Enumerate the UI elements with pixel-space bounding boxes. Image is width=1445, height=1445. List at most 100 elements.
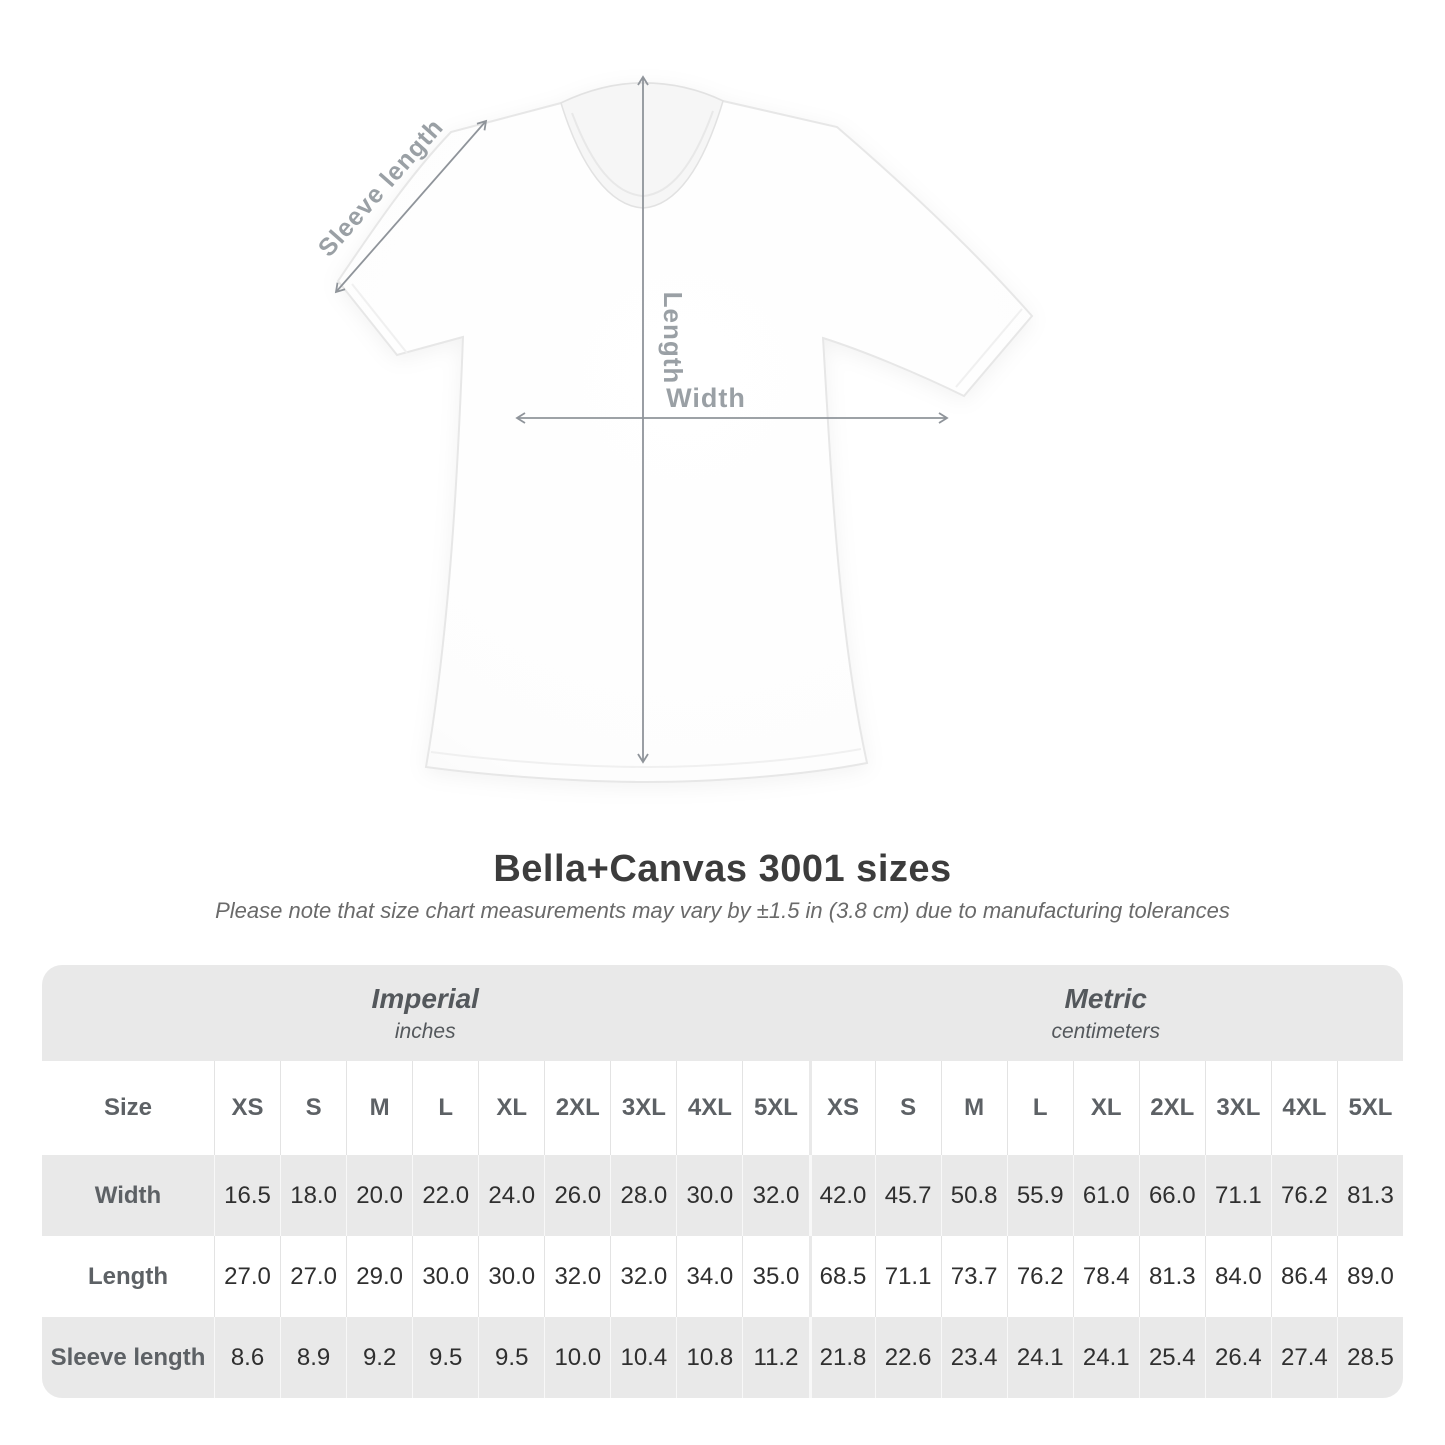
- size-header-cell-imperial: 5XL: [742, 1061, 808, 1155]
- measurement-value-cell-metric: 86.4: [1270, 1236, 1337, 1317]
- measurement-value-cell-metric: 89.0: [1336, 1236, 1403, 1317]
- measurement-value-cell-imperial: 30.0: [676, 1155, 742, 1236]
- size-header-cell-metric: 3XL: [1204, 1061, 1271, 1155]
- size-header-cell-metric: 5XL: [1336, 1061, 1403, 1155]
- table-row: Size XS S M L XL 2XL 3XL 4XL 5XL XS S M L XL 2XL 3XL 4XL 5…: [42, 1061, 1403, 1155]
- measurement-value-cell-imperial: 35.0: [742, 1236, 808, 1317]
- size-header-cell-imperial: 4XL: [676, 1061, 742, 1155]
- measurement-value-cell-imperial: 10.0: [544, 1317, 610, 1398]
- measurement-value-cell-imperial: 27.0: [280, 1236, 346, 1317]
- measurement-row-label: Width: [94, 1181, 162, 1209]
- measurement-value-cell-metric: 78.4: [1072, 1236, 1139, 1317]
- measurement-value-cell-metric: 71.1: [874, 1236, 941, 1317]
- measurement-value-cell-metric: 21.8: [808, 1317, 875, 1398]
- measurement-value-cell-metric: 81.3: [1336, 1155, 1403, 1236]
- measurement-value-cell-metric: 84.0: [1204, 1236, 1271, 1317]
- measurement-value-cell-imperial: 32.0: [742, 1155, 808, 1236]
- imperial-label: Imperial: [371, 982, 479, 1014]
- measurement-value-cell-imperial: 10.8: [676, 1317, 742, 1398]
- tshirt-body-shape: [336, 81, 1034, 784]
- measurement-value-cell-imperial: 20.0: [346, 1155, 412, 1236]
- measurement-value-cell-metric: 22.6: [874, 1317, 941, 1398]
- size-row-label: Size: [103, 1094, 153, 1121]
- measurement-value-cell-metric: 24.1: [1006, 1317, 1073, 1398]
- size-header-cell-imperial: S: [280, 1061, 346, 1155]
- measurement-value-cell-metric: 81.3: [1138, 1236, 1205, 1317]
- measurement-value-cell-metric: 71.1: [1204, 1155, 1271, 1236]
- imperial-unit-label: inches: [394, 1019, 456, 1043]
- size-header-cell-imperial: 3XL: [610, 1061, 676, 1155]
- size-header-cell-metric: XL: [1072, 1061, 1139, 1155]
- measurement-value-cell-imperial: 30.0: [478, 1236, 544, 1317]
- measurement-value-cell-metric: 76.2: [1006, 1236, 1073, 1317]
- size-header-cell-imperial: XS: [214, 1061, 280, 1155]
- measurement-value-cell-imperial: 9.5: [478, 1317, 544, 1398]
- table-row: Length 27.0 27.0 29.0 30.0 30.0 32.0 32.0 34.0 35…: [42, 1236, 1403, 1317]
- measurement-value-cell-imperial: 10.4: [610, 1317, 676, 1398]
- measurement-value-cell-imperial: 26.0: [544, 1155, 610, 1236]
- measurement-value-cell-metric: 66.0: [1138, 1155, 1205, 1236]
- size-header-cell-metric: 4XL: [1270, 1061, 1337, 1155]
- measurement-value-cell-metric: 61.0: [1072, 1155, 1139, 1236]
- metric-header: Metric centimeters: [809, 965, 1404, 1061]
- measurement-value-cell-metric: 73.7: [940, 1236, 1007, 1317]
- measurement-value-cell-imperial: 8.9: [280, 1317, 346, 1398]
- measurement-value-cell-imperial: 24.0: [478, 1155, 544, 1236]
- size-header-cell-imperial: L: [412, 1061, 478, 1155]
- measurement-value-cell-imperial: 32.0: [544, 1236, 610, 1317]
- measurement-row-label: Sleeve length: [50, 1343, 206, 1371]
- measurement-value-cell-imperial: 16.5: [214, 1155, 280, 1236]
- measurement-value-cell-metric: 45.7: [874, 1155, 941, 1236]
- measurement-value-cell-metric: 28.5: [1336, 1317, 1403, 1398]
- measurement-value-cell-imperial: 22.0: [412, 1155, 478, 1236]
- measurement-value-cell-imperial: 18.0: [280, 1155, 346, 1236]
- length-label: Length: [658, 292, 688, 385]
- size-header-cell-metric: S: [874, 1061, 941, 1155]
- tolerance-note: Please note that size chart measurements…: [215, 898, 1230, 923]
- measurement-value-cell-metric: 24.1: [1072, 1317, 1139, 1398]
- measurement-value-cell-imperial: 29.0: [346, 1236, 412, 1317]
- measurement-value-cell-metric: 68.5: [808, 1236, 875, 1317]
- measurement-value-cell-metric: 25.4: [1138, 1317, 1205, 1398]
- metric-unit-label: centimeters: [1051, 1019, 1161, 1043]
- size-header-cell-metric: L: [1006, 1061, 1073, 1155]
- measurement-value-cell-imperial: 9.5: [412, 1317, 478, 1398]
- tshirt-hem-stitch: [430, 748, 862, 769]
- metric-label: Metric: [1064, 982, 1147, 1014]
- measurement-value-cell-metric: 26.4: [1204, 1317, 1271, 1398]
- measurement-value-cell-metric: 23.4: [940, 1317, 1007, 1398]
- measurement-value-cell-imperial: 34.0: [676, 1236, 742, 1317]
- table-row: Sleeve length 8.6 8.9 9.2 9.5 9.5 10.0 10.4 10.8…: [42, 1317, 1403, 1398]
- measurement-value-cell-imperial: 28.0: [610, 1155, 676, 1236]
- size-header-cell-metric: 2XL: [1138, 1061, 1205, 1155]
- tshirt-left-cuff-stitch: [351, 283, 408, 354]
- units-header-row: Imperial inches Metric centimeters: [42, 965, 1403, 1061]
- measurement-value-cell-metric: 55.9: [1006, 1155, 1073, 1236]
- measurement-value-cell-metric: 27.4: [1270, 1317, 1337, 1398]
- measurement-value-cell-imperial: 11.2: [742, 1317, 808, 1398]
- size-table: Imperial inches Metric centimeters Size X…: [42, 965, 1403, 1398]
- size-header-cell-imperial: XL: [478, 1061, 544, 1155]
- page-title: Bella+Canvas 3001 sizes: [493, 848, 952, 890]
- measurement-value-cell-metric: 42.0: [808, 1155, 875, 1236]
- measurement-value-cell-metric: 50.8: [940, 1155, 1007, 1236]
- tshirt-measurement-diagram: Sleeve length Length Width: [313, 75, 1034, 784]
- size-header-cell-metric: XS: [808, 1061, 875, 1155]
- measurement-value-cell-metric: 76.2: [1270, 1155, 1337, 1236]
- size-header-cell-imperial: M: [346, 1061, 412, 1155]
- tshirt-right-cuff-stitch: [955, 308, 1023, 388]
- sleeve-length-arrow: [334, 119, 488, 294]
- measurement-value-cell-imperial: 32.0: [610, 1236, 676, 1317]
- table-row: Width 16.5 18.0 20.0 22.0 24.0 26.0 28.0 30.0 32.…: [42, 1155, 1403, 1236]
- size-table-body: Size XS S M L XL 2XL 3XL 4XL 5XL XS S M L XL 2XL 3XL 4XL 5…: [42, 1061, 1403, 1398]
- measurement-value-cell-imperial: 8.6: [214, 1317, 280, 1398]
- measurement-value-cell-imperial: 30.0: [412, 1236, 478, 1317]
- imperial-header: Imperial inches: [42, 965, 809, 1061]
- size-header-cell-metric: M: [940, 1061, 1007, 1155]
- size-header-cell-imperial: 2XL: [544, 1061, 610, 1155]
- measurement-value-cell-imperial: 27.0: [214, 1236, 280, 1317]
- width-label: Width: [666, 383, 746, 413]
- tshirt-graphic: [336, 81, 1034, 784]
- measurement-row-label: Length: [88, 1262, 168, 1290]
